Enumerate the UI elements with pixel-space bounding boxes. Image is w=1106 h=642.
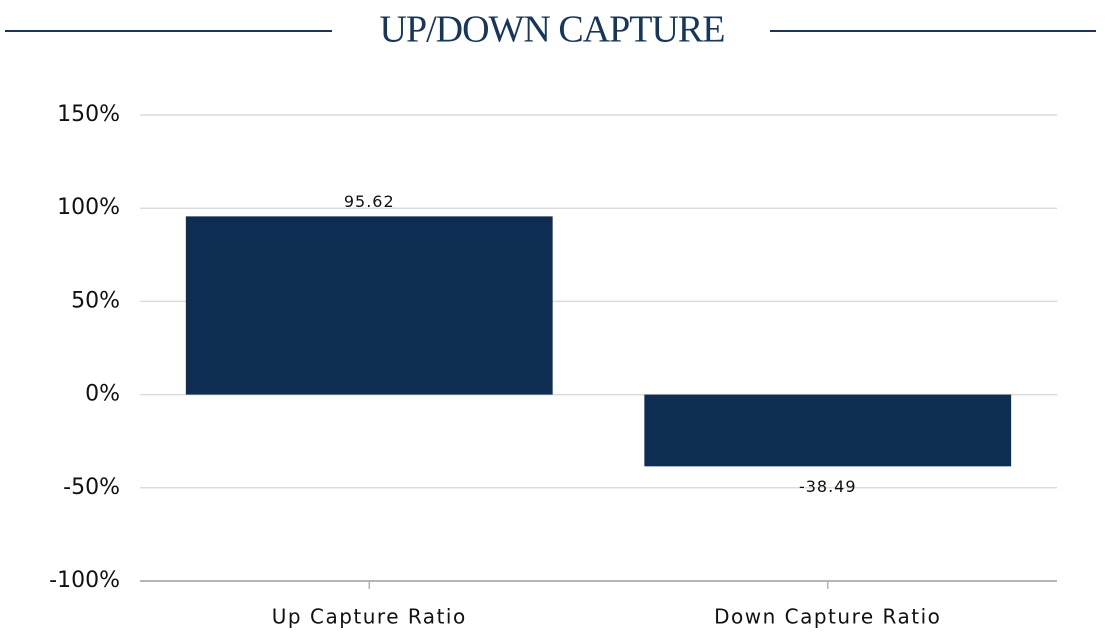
y-tick-label: 150%	[57, 102, 120, 127]
y-tick-label: 50%	[71, 288, 120, 313]
y-tick-label: -100%	[49, 568, 120, 593]
value-label: 95.62	[344, 192, 395, 211]
x-tick-label: Up Capture Ratio	[272, 605, 467, 629]
value-label: -38.49	[799, 477, 857, 496]
chart-title: UP/DOWN CAPTURE	[380, 9, 725, 51]
bar	[185, 216, 553, 395]
y-tick-label: 0%	[85, 382, 120, 407]
x-tick-label: Down Capture Ratio	[714, 605, 941, 629]
y-tick-label: -50%	[63, 475, 120, 500]
y-tick-label: 100%	[57, 195, 120, 220]
bar	[644, 394, 1012, 467]
